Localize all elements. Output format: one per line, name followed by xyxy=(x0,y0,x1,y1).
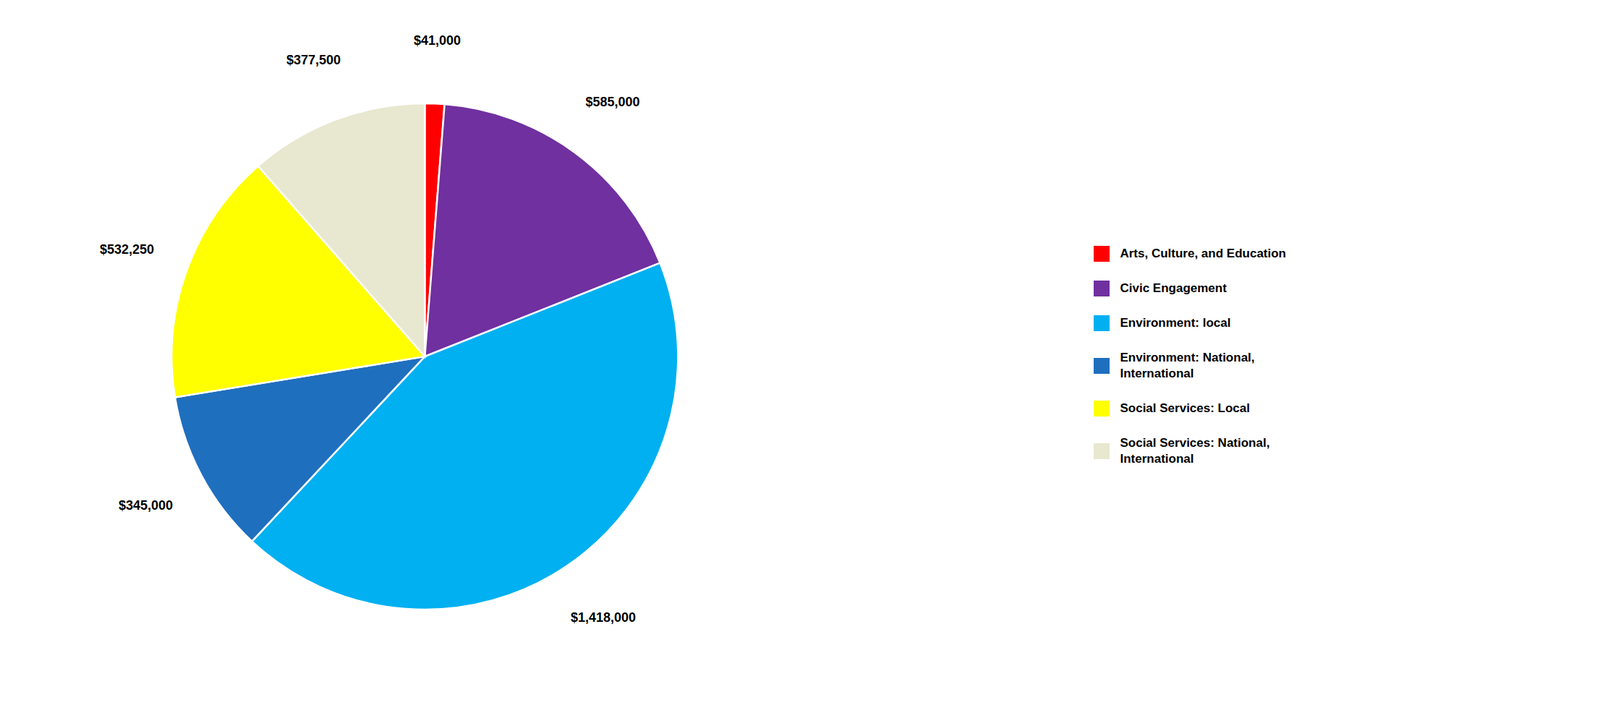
html-text:Social Services: Local: Social Services: Local xyxy=(1120,401,1250,416)
svg-text:$1,418,000: $1,418,000 xyxy=(570,610,636,625)
svg-text:$585,000: $585,000 xyxy=(585,94,640,110)
html-text:Environment: National,: Environment: National, xyxy=(1120,350,1255,365)
html-text:Social Services: National,: Social Services: National, xyxy=(1120,436,1270,451)
svg-text:$377,500: $377,500 xyxy=(286,52,341,68)
svg-text:$345,000: $345,000 xyxy=(118,498,173,513)
svg-text:$41,000: $41,000 xyxy=(413,33,461,48)
html-text:International: International xyxy=(1120,452,1194,467)
html-text:Civic Engagement: Civic Engagement xyxy=(1120,281,1227,295)
html-text:International: International xyxy=(1120,366,1194,381)
html-text:Environment: local: Environment: local xyxy=(1120,315,1231,330)
html-text:Arts, Culture, and Education: Arts, Culture, and Education xyxy=(1120,246,1287,261)
svg-text:$532,250: $532,250 xyxy=(99,242,155,257)
